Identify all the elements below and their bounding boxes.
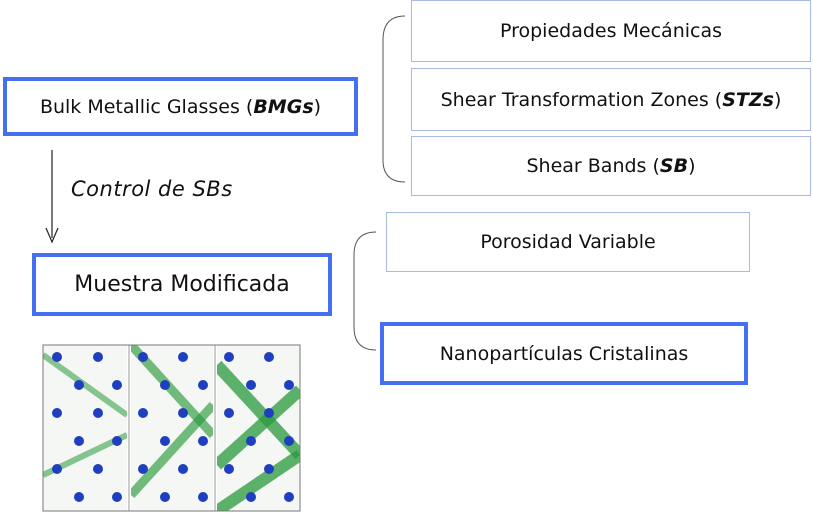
bmg-suffix: ) bbox=[313, 95, 322, 118]
simulation-panels-svg bbox=[42, 344, 301, 512]
panel-1 bbox=[43, 345, 127, 511]
control-sb-label: Control de SBs bbox=[71, 177, 233, 201]
top-brace bbox=[382, 15, 406, 183]
bmg-box: Bulk Metallic Glasses (BMGs) bbox=[3, 77, 358, 136]
bmg-prefix: Bulk Metallic Glasses ( bbox=[39, 95, 254, 118]
variable-porosity-box: Porosidad Variable bbox=[386, 212, 750, 272]
modified-sample-box: Muestra Modificada bbox=[32, 253, 332, 316]
panel-2 bbox=[131, 345, 213, 511]
sb-acronym: SB bbox=[659, 155, 689, 177]
shear-bands-box: Shear Bands (SB) bbox=[411, 136, 811, 196]
stz-prefix: Shear Transformation Zones ( bbox=[440, 88, 723, 111]
stz-suffix: ) bbox=[773, 88, 782, 111]
bmg-acronym: BMGs bbox=[253, 95, 314, 118]
panel-3 bbox=[217, 345, 300, 511]
panels-frame bbox=[42, 344, 301, 512]
stz-box: Shear Transformation Zones (STZs) bbox=[411, 68, 811, 131]
bottom-brace bbox=[353, 231, 377, 351]
crystalline-nanoparticles-box: Nanopartículas Cristalinas bbox=[380, 322, 748, 385]
control-arrow-head bbox=[45, 227, 59, 244]
mechanical-properties-box: Propiedades Mecánicas bbox=[411, 0, 811, 62]
sb-suffix: ) bbox=[688, 155, 696, 177]
stz-acronym: STZs bbox=[722, 88, 774, 111]
sb-prefix: Shear Bands ( bbox=[526, 155, 660, 177]
simulation-panels-image bbox=[42, 344, 301, 512]
